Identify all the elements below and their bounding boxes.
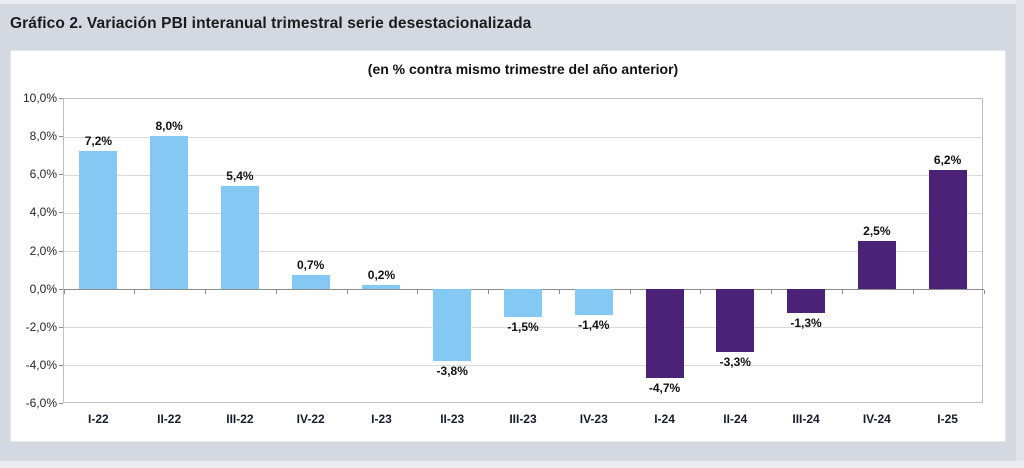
- x-axis-tick: [771, 289, 773, 294]
- x-axis-tick: [417, 289, 419, 294]
- x-axis-tick: [629, 289, 631, 294]
- x-axis-tick: [841, 289, 843, 294]
- x-axis-label: II-23: [440, 412, 465, 426]
- page-edge-right: [1016, 0, 1024, 468]
- chart-heading: Gráfico 2. Variación PBI interanual trim…: [10, 15, 532, 32]
- x-axis-label: I-23: [371, 412, 392, 426]
- y-axis-label: -2,0%: [25, 319, 57, 334]
- page-edge-top: [0, 0, 1024, 4]
- x-axis-label: IV-24: [862, 412, 891, 426]
- x-axis-label: I-25: [937, 412, 958, 426]
- y-axis-label: 4,0%: [29, 205, 57, 220]
- x-axis-label: IV-22: [296, 412, 325, 426]
- chart-panel: (en % contra mismo trimestre del año ant…: [10, 50, 1006, 442]
- y-axis-label: -4,0%: [25, 357, 57, 372]
- gridline: [64, 212, 982, 214]
- gridline: [64, 327, 982, 329]
- x-axis-label: III-22: [226, 412, 254, 426]
- chart-subtitle: (en % contra mismo trimestre del año ant…: [367, 61, 679, 77]
- x-axis-label: I-22: [88, 412, 109, 426]
- y-axis-label: 8,0%: [29, 129, 57, 144]
- plot-area: [63, 98, 985, 403]
- x-axis-tick: [912, 289, 914, 294]
- x-axis-tick: [134, 289, 136, 294]
- x-axis-tick: [700, 289, 702, 294]
- y-axis-label: 10,0%: [22, 91, 57, 105]
- x-axis-zero-line: [64, 289, 984, 291]
- x-axis-tick: [346, 289, 348, 294]
- x-axis-tick: [63, 289, 65, 294]
- gridline: [64, 365, 982, 367]
- gridline: [64, 174, 982, 176]
- gridline: [64, 251, 982, 252]
- x-axis-label: III-24: [792, 412, 820, 426]
- y-axis-label: 0,0%: [29, 281, 57, 296]
- x-axis-tick: [275, 289, 277, 294]
- x-axis-label: II-24: [723, 412, 748, 426]
- y-axis-label: 6,0%: [29, 167, 57, 182]
- x-axis-tick: [488, 289, 490, 294]
- x-axis-tick: [983, 289, 985, 294]
- x-axis-label: I-24: [654, 412, 675, 426]
- y-axis-label: 2,0%: [29, 243, 57, 258]
- x-axis-label: IV-23: [579, 412, 608, 426]
- x-axis-label: III-23: [509, 412, 537, 426]
- y-axis-tick: [59, 403, 63, 404]
- x-axis-tick: [205, 289, 207, 294]
- y-axis-label: -6,0%: [25, 396, 57, 410]
- page-edge-bottom: [0, 461, 1024, 468]
- gridline: [64, 136, 982, 138]
- x-axis-tick: [558, 289, 560, 294]
- x-axis-label: II-22: [157, 412, 182, 426]
